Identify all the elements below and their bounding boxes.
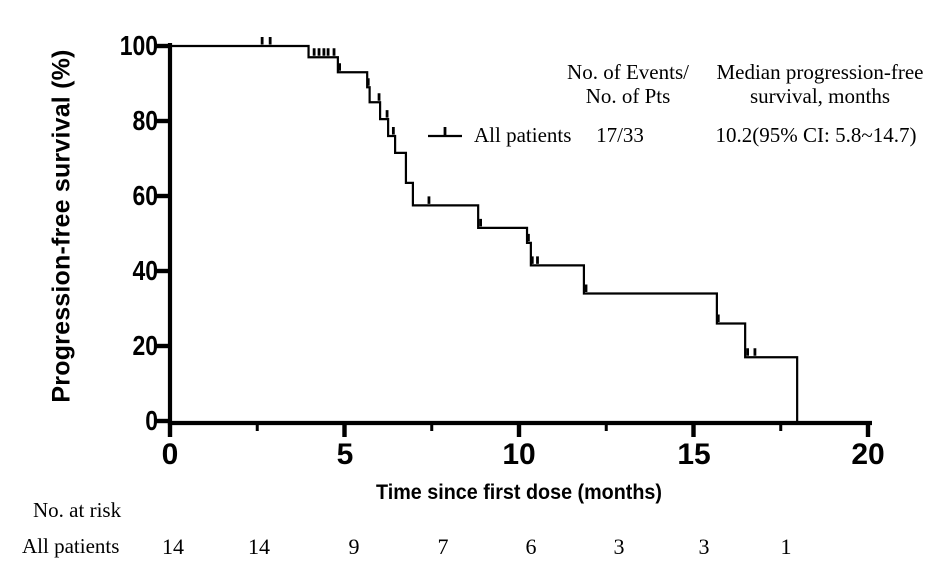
x-axis-title: Time since first dose (months): [376, 481, 662, 504]
legend-header-events-line2: No. of Pts: [585, 84, 671, 108]
risk-value-t0: 14: [162, 534, 184, 559]
legend-header-median-line1: Median progression-free: [716, 60, 924, 84]
x-tick-label-5: 5: [336, 438, 354, 471]
risk-table-title: No. at risk: [33, 498, 122, 522]
legend-header-median: Median progression-free survival, months: [695, 60, 931, 108]
x-tick-label-0: 0: [161, 438, 179, 471]
y-tick-label-80: 80: [132, 105, 158, 136]
legend-header-events: No. of Events/ No. of Pts: [548, 60, 708, 108]
x-tick-label-20: 20: [851, 438, 885, 471]
y-tick-label-100: 100: [119, 30, 158, 61]
km-curve-all-patients: [170, 44, 799, 421]
x-tick-label-15: 15: [677, 438, 711, 471]
risk-value-t7-5: 7: [437, 534, 449, 559]
y-tick-label-40: 40: [132, 255, 158, 286]
y-tick-label-20: 20: [132, 330, 158, 361]
y-tick-label-0: 0: [145, 405, 158, 436]
risk-value-t15: 3: [698, 534, 710, 559]
risk-value-t12-5: 3: [613, 534, 625, 559]
x-tick-label-10: 10: [502, 438, 536, 471]
y-tick-label-60: 60: [132, 180, 158, 211]
y-axis-title: Progression-free survival (%): [47, 49, 76, 403]
risk-value-t2-5: 14: [248, 534, 270, 559]
risk-value-t5: 9: [348, 534, 360, 559]
legend-series-label: All patients: [474, 123, 572, 147]
legend-events-value: 17/33: [596, 123, 644, 147]
legend-header-events-line1: No. of Events/: [567, 60, 689, 84]
risk-value-t10: 6: [525, 534, 537, 559]
legend-median-value: 10.2(95% CI: 5.8~14.7): [715, 123, 917, 147]
legend-header-median-line2: survival, months: [750, 84, 890, 108]
risk-value-t17-5: 1: [780, 534, 792, 559]
risk-table-row-label: All patients: [22, 534, 120, 558]
